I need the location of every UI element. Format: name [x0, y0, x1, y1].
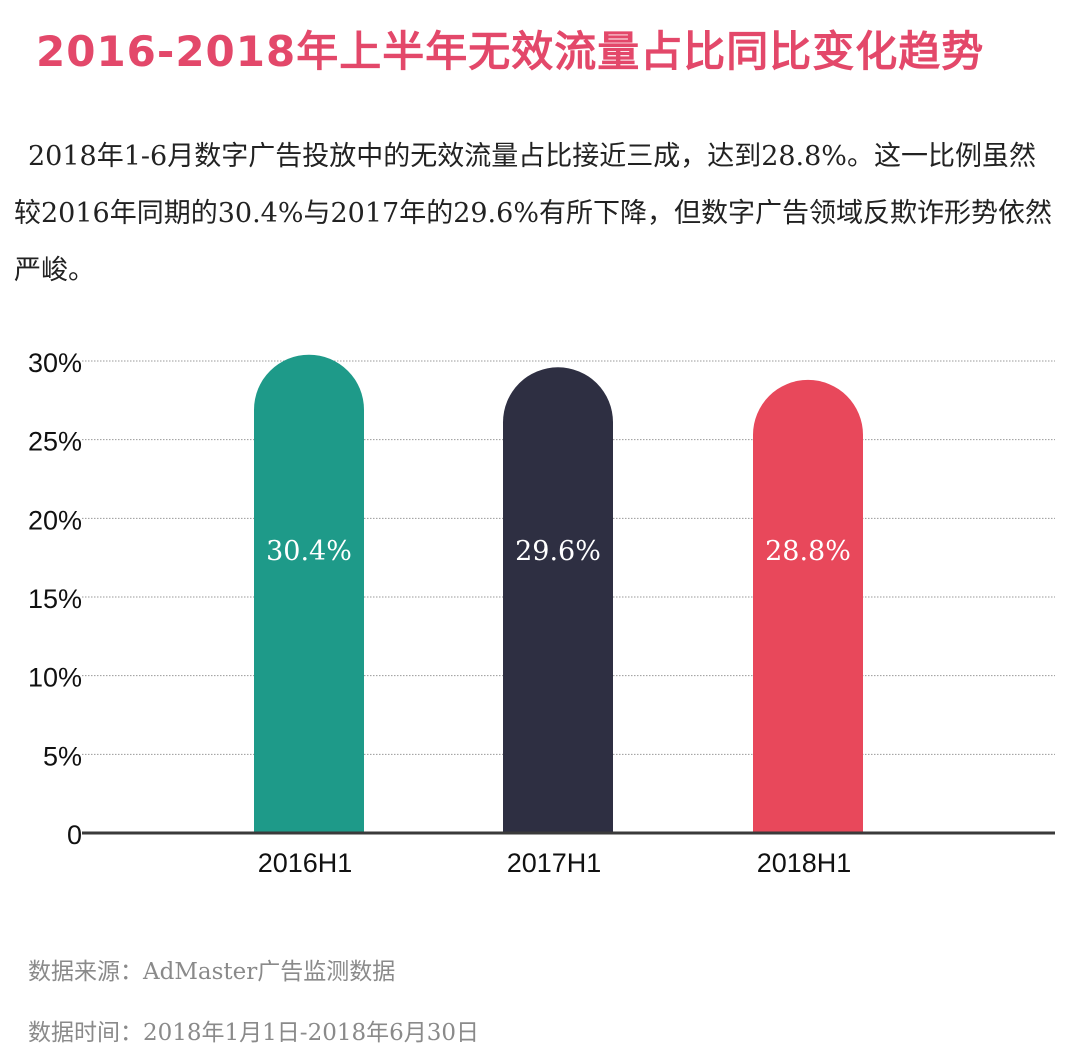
- data-label: 30.4%: [266, 536, 352, 567]
- data-period: 数据时间：2018年1月1日-2018年6月30日: [28, 1020, 480, 1046]
- y-tick-label: 30%: [28, 348, 82, 378]
- description-text: 2018年1-6月数字广告投放中的无效流量占比接近三成，达到28.8%。这一比例…: [14, 141, 1052, 286]
- y-tick-label: 10%: [28, 663, 82, 693]
- y-tick-label: 20%: [28, 505, 82, 535]
- y-tick-label: 15%: [28, 584, 82, 614]
- bar-2017H1: [503, 367, 613, 833]
- page-title: 2016-2018年上半年无效流量占比同比变化趋势: [36, 27, 985, 76]
- data-label: 29.6%: [515, 536, 601, 567]
- data-source: 数据来源：AdMaster广告监测数据: [28, 959, 396, 985]
- x-tick-label: 2016H1: [258, 848, 353, 878]
- x-tick-label: 2017H1: [507, 848, 602, 878]
- bar-2018H1: [753, 379, 863, 833]
- y-tick-label: 0: [67, 820, 82, 850]
- x-tick-label: 2018H1: [757, 848, 852, 878]
- bar-2016H1: [254, 354, 364, 833]
- y-tick-label: 5%: [43, 741, 82, 771]
- y-tick-label: 25%: [28, 427, 82, 457]
- bar-chart: 0 5% 10% 15% 20% 25% 30% 30.4% 2016H1 29.6% 2017H1…: [28, 348, 1055, 878]
- data-label: 28.8%: [765, 536, 851, 567]
